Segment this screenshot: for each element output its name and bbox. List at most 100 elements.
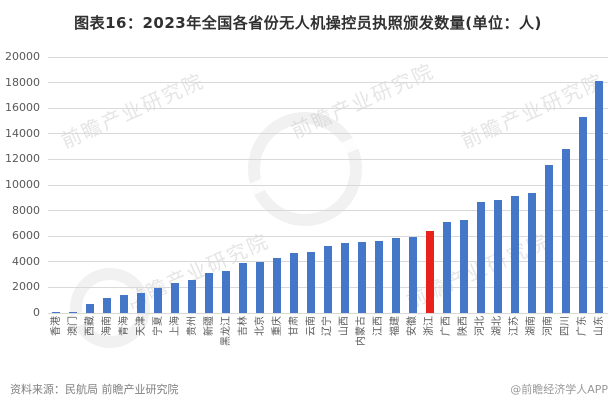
bar-column: 湖北 <box>489 57 506 336</box>
bar <box>307 252 316 313</box>
x-axis-label-text: 甘肃 <box>288 316 300 336</box>
x-axis-label-text: 吉林 <box>237 316 249 336</box>
bar-column: 河南 <box>540 57 557 336</box>
bar <box>222 271 231 313</box>
bar <box>510 196 519 313</box>
bar-column: 天津 <box>133 57 150 336</box>
bar-highlighted <box>425 231 434 313</box>
x-axis-label-text: 北京 <box>254 316 266 336</box>
y-tick-label: 16000 <box>5 101 40 115</box>
bar <box>86 304 95 313</box>
x-axis-label-text: 重庆 <box>271 316 283 336</box>
chart-title: 图表16：2023年全国各省份无人机操控员执照颁发数量(单位：人) <box>74 14 542 32</box>
bar-column: 广东 <box>574 57 591 336</box>
bar-column: 辽宁 <box>320 57 337 336</box>
bar <box>256 262 265 313</box>
brand-note: @前瞻经济学人APP <box>510 383 608 396</box>
x-axis-label-text: 山西 <box>339 316 351 336</box>
bar <box>205 273 214 313</box>
bar-column: 浙江 <box>421 57 438 336</box>
gridline <box>48 210 608 212</box>
gridline <box>48 184 608 186</box>
x-axis-label-text: 广西 <box>441 316 453 336</box>
bar-column: 云南 <box>303 57 320 336</box>
bar <box>595 81 604 313</box>
bar <box>52 312 61 313</box>
bar-column: 吉林 <box>235 57 252 336</box>
bar <box>171 283 180 313</box>
bar <box>544 165 553 313</box>
x-axis-label-text: 内蒙古 <box>356 316 368 346</box>
bar-column: 重庆 <box>269 57 286 336</box>
x-axis-label-text: 辽宁 <box>322 316 334 336</box>
bar <box>561 149 570 313</box>
bar-column: 河北 <box>472 57 489 336</box>
bar-column: 新疆 <box>201 57 218 336</box>
bar-column: 澳门 <box>65 57 82 336</box>
bar <box>493 200 502 313</box>
bar-column: 广西 <box>438 57 455 336</box>
bar <box>103 298 112 313</box>
bar <box>357 242 366 313</box>
bar <box>120 295 129 313</box>
bar <box>239 263 248 313</box>
bar <box>391 238 400 313</box>
x-axis-label-text: 云南 <box>305 316 317 336</box>
y-tick-label: 2000 <box>12 280 40 294</box>
bar <box>578 117 587 313</box>
bar <box>527 193 536 313</box>
y-tick-label: 14000 <box>5 126 40 140</box>
x-axis-label-text: 湖北 <box>492 316 504 336</box>
x-axis-label-text: 山东 <box>593 316 605 336</box>
bar-column: 西藏 <box>82 57 99 336</box>
x-axis-label-text: 福建 <box>390 316 402 336</box>
gridline <box>48 82 608 84</box>
bar-column: 江西 <box>370 57 387 336</box>
x-axis-label-text: 宁夏 <box>152 316 164 336</box>
y-tick-label: 18000 <box>5 75 40 89</box>
plot-area: 香港 澳门 西藏 海南 青海 天津 宁夏 上海 贵州 新疆 黑龙江 吉林 北京 重庆 甘肃 云南 辽宁 山西 内蒙古… <box>48 56 608 346</box>
bar <box>188 280 197 313</box>
x-axis-label-text: 河南 <box>543 316 555 336</box>
y-tick-label: 12000 <box>5 152 40 166</box>
bar-column: 山西 <box>336 57 353 336</box>
x-axis-label-text: 新疆 <box>203 316 215 336</box>
x-axis-label-text: 安徽 <box>407 316 419 336</box>
x-axis-label-text: 河北 <box>475 316 487 336</box>
bar <box>154 288 163 313</box>
y-tick-label: 0 <box>33 306 40 319</box>
x-axis-label-text: 黑龙江 <box>220 316 232 346</box>
y-tick-label: 4000 <box>12 254 40 268</box>
bar-column: 香港 <box>48 57 65 336</box>
gridline <box>48 133 608 135</box>
bar <box>323 246 332 313</box>
bar <box>290 253 299 313</box>
x-axis-label-text: 天津 <box>135 316 147 336</box>
x-axis-label-text: 陕西 <box>458 316 470 336</box>
bar-column: 江苏 <box>506 57 523 336</box>
gridline <box>48 312 608 314</box>
gridline <box>48 158 608 160</box>
y-tick-label: 10000 <box>5 178 40 191</box>
x-axis-label-text: 青海 <box>118 316 130 336</box>
bar-column: 黑龙江 <box>218 57 235 346</box>
x-axis-label-text: 澳门 <box>67 316 79 336</box>
bar-column: 青海 <box>116 57 133 336</box>
bar-column: 山东 <box>591 57 608 336</box>
bar-column: 宁夏 <box>150 57 167 336</box>
y-tick-label: 6000 <box>12 229 40 243</box>
x-axis-label-text: 浙江 <box>424 316 436 336</box>
x-axis-label-text: 香港 <box>50 316 62 336</box>
bar <box>374 241 383 313</box>
bar-column: 安徽 <box>404 57 421 336</box>
bar-column: 贵州 <box>184 57 201 336</box>
bar <box>273 258 282 313</box>
bar <box>442 222 451 313</box>
gridline <box>48 107 608 109</box>
bar <box>137 293 146 313</box>
bar-column: 上海 <box>167 57 184 336</box>
bar-column: 四川 <box>557 57 574 336</box>
bar-column: 内蒙古 <box>353 57 370 346</box>
x-axis-label-text: 广东 <box>577 316 589 336</box>
